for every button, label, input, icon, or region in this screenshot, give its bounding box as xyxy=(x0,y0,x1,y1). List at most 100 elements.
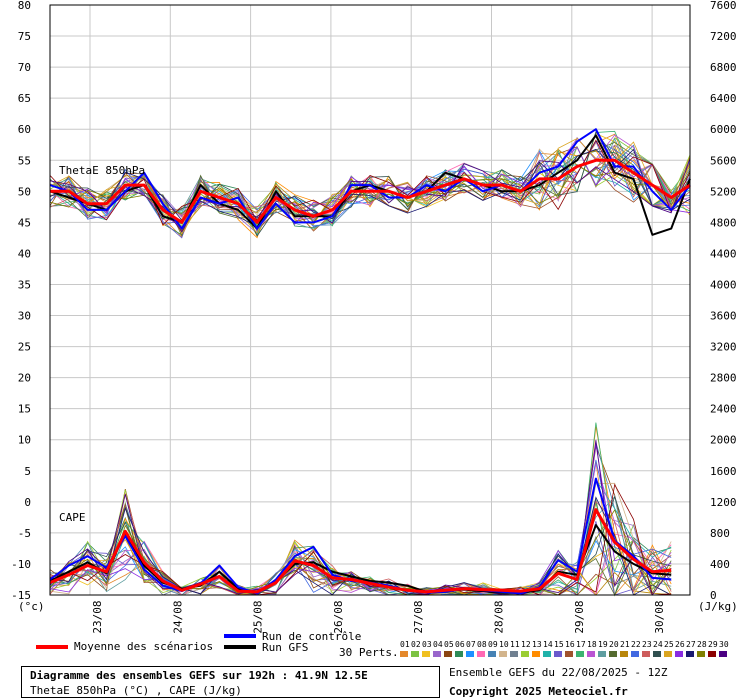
right-tick-label: 6400 xyxy=(710,92,737,105)
right-tick-label: 7200 xyxy=(710,30,737,43)
pert-legend-swatch xyxy=(466,651,474,657)
right-tick-label: 5600 xyxy=(710,154,737,167)
plot-frame xyxy=(49,4,691,596)
pert-legend-swatch xyxy=(488,651,496,657)
pert-legend-number: 22 xyxy=(631,640,641,649)
pert-legend-swatch xyxy=(565,651,573,657)
pert-legend-swatch xyxy=(444,651,452,657)
pert-legend-swatch xyxy=(510,651,518,657)
right-axis-unit: (J/kg) xyxy=(698,600,738,613)
pert-legend-number: 11 xyxy=(510,640,520,649)
pert-legend-swatch xyxy=(642,651,650,657)
right-tick-label: 5200 xyxy=(710,185,737,198)
x-tick-label: 27/08 xyxy=(412,600,425,633)
theta-mean-line xyxy=(50,158,691,224)
right-tick-label: 3600 xyxy=(710,310,737,323)
left-tick-label: -10 xyxy=(11,558,31,571)
left-axis-unit: (°c) xyxy=(18,600,45,613)
pert-legend-swatch xyxy=(708,651,716,657)
theta-perturbation-line xyxy=(49,131,691,237)
right-tick-label: 800 xyxy=(710,527,730,540)
pert-legend-number: 24 xyxy=(653,640,663,649)
pert-legend-swatch xyxy=(532,651,540,657)
pert-legend-number: 05 xyxy=(444,640,454,649)
pert-legend-swatch xyxy=(653,651,661,657)
right-tick-label: 6000 xyxy=(710,123,737,136)
pert-legend-number: 26 xyxy=(675,640,685,649)
perts-legend-label: 30 Perts. xyxy=(339,646,399,659)
pert-legend-number: 17 xyxy=(576,640,586,649)
pert-legend-swatch xyxy=(433,651,441,657)
chart-title-box: Diagramme des ensembles GEFS sur 192h : … xyxy=(21,666,440,698)
x-tick-label: 30/08 xyxy=(653,600,666,633)
pert-legend-number: 12 xyxy=(521,640,531,649)
gfs-legend-label: Run GFS xyxy=(262,641,309,654)
left-tick-label: 25 xyxy=(18,341,31,354)
right-tick-label: 3200 xyxy=(710,341,737,354)
pert-legend-swatch xyxy=(543,651,551,657)
pert-legend-swatch xyxy=(576,651,584,657)
pert-legend-number: 23 xyxy=(642,640,652,649)
left-tick-label: 70 xyxy=(18,61,31,74)
pert-legend-swatch xyxy=(554,651,562,657)
pert-legend-swatch xyxy=(521,651,529,657)
right-tick-label: 1200 xyxy=(710,496,737,509)
pert-legend-swatch xyxy=(686,651,694,657)
pert-legend-number: 19 xyxy=(598,640,608,649)
theta-control-line xyxy=(49,128,691,230)
main-series xyxy=(49,128,691,595)
pert-legend-number: 20 xyxy=(609,640,619,649)
pert-legend-number: 30 xyxy=(719,640,729,649)
x-tick-label: 24/08 xyxy=(171,600,184,633)
chart-subtitle: ThetaE 850hPa (°C) , CAPE (J/kg) xyxy=(30,684,242,697)
pert-legend-swatch xyxy=(598,651,606,657)
right-tick-label: 4400 xyxy=(710,247,737,260)
left-tick-label: 35 xyxy=(18,278,31,291)
pert-legend-swatch xyxy=(587,651,595,657)
pert-legend-swatch xyxy=(477,651,485,657)
pert-legend-number: 18 xyxy=(587,640,597,649)
pert-legend-swatch xyxy=(631,651,639,657)
pert-legend-swatch xyxy=(719,651,727,657)
left-tick-label: 55 xyxy=(18,154,31,167)
pert-legend-swatch xyxy=(675,651,683,657)
chart-title: Diagramme des ensembles GEFS sur 192h : … xyxy=(30,669,368,682)
left-tick-label: 45 xyxy=(18,216,31,229)
pert-legend-number: 02 xyxy=(411,640,421,649)
right-tick-label: 7600 xyxy=(710,0,737,12)
right-tick-label: 2400 xyxy=(710,403,737,416)
pert-legend-number: 16 xyxy=(565,640,575,649)
left-tick-label: -15 xyxy=(11,589,31,602)
right-tick-label: 4800 xyxy=(710,216,737,229)
right-tick-label: 1600 xyxy=(710,465,737,478)
theta-perturbation-line xyxy=(49,148,691,228)
pert-legend-number: 04 xyxy=(433,640,443,649)
pert-legend-number: 28 xyxy=(697,640,707,649)
run-info: Ensemble GEFS du 22/08/2025 - 12Z xyxy=(449,666,668,679)
pert-legend-number: 08 xyxy=(477,640,487,649)
left-tick-label: 40 xyxy=(18,247,31,260)
right-tick-label: 4000 xyxy=(710,278,737,291)
left-tick-label: 30 xyxy=(18,310,31,323)
theta-series-label: ThetaE 850hPa xyxy=(59,164,146,177)
cape-mean-line xyxy=(49,508,672,594)
pert-legend-number: 09 xyxy=(488,640,498,649)
left-tick-label: 60 xyxy=(18,123,31,136)
pert-legend-swatch xyxy=(499,651,507,657)
cape-perturbation-line xyxy=(49,493,672,596)
left-tick-label: 50 xyxy=(18,185,31,198)
x-tick-label: 25/08 xyxy=(252,600,265,633)
pert-legend-number: 03 xyxy=(422,640,432,649)
control-legend-label: Run de contrôle xyxy=(262,630,362,643)
plot-background xyxy=(50,5,690,595)
x-tick-label: 23/08 xyxy=(91,600,104,633)
theta-perturbation-line xyxy=(49,146,691,231)
pert-legend-number: 15 xyxy=(554,640,564,649)
left-tick-label: 10 xyxy=(18,434,31,447)
pert-legend-number: 13 xyxy=(532,640,542,649)
cape-series-label: CAPE xyxy=(59,511,86,524)
left-tick-label: 75 xyxy=(18,30,31,43)
gfs-legend-swatch xyxy=(224,645,256,649)
right-tick-label: 6800 xyxy=(710,61,737,74)
